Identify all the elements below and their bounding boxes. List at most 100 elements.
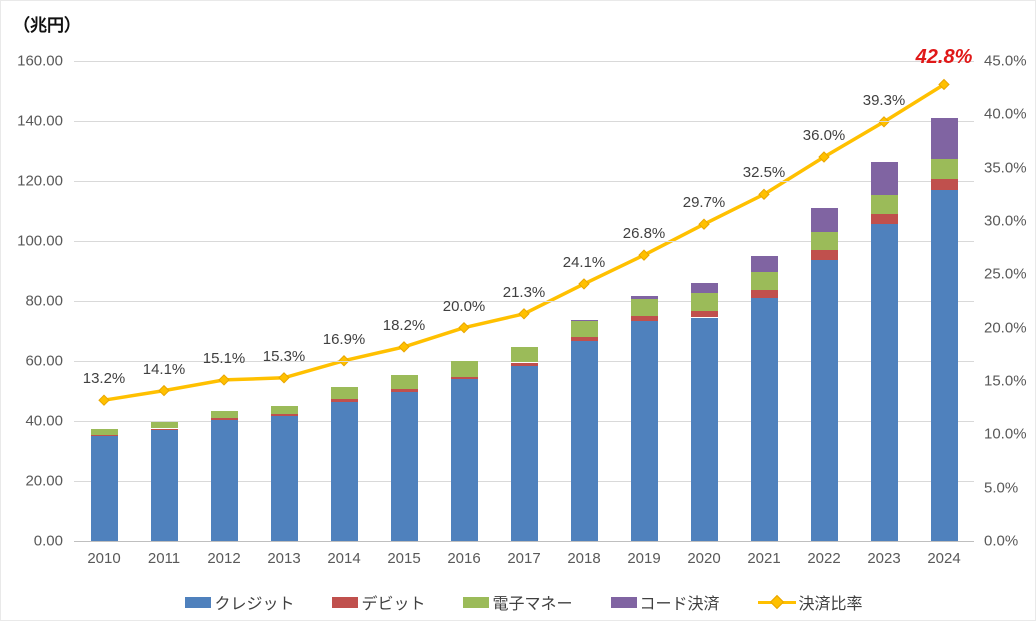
bar-segment-電子マネー — [150, 421, 178, 429]
bar-segment-電子マネー — [570, 320, 598, 337]
legend-label: デビット — [361, 596, 426, 613]
bar-segment-電子マネー — [630, 298, 658, 316]
x-axis-year-label: 2016 — [447, 550, 481, 567]
ratio-line-marker — [158, 384, 170, 397]
ratio-line-marker — [938, 78, 950, 91]
bar-segment-デビット — [570, 336, 598, 341]
ratio-line-marker — [578, 278, 590, 290]
bar-segment-デビット — [390, 389, 418, 392]
grid-line — [74, 181, 974, 182]
bar-segment-コード決済 — [750, 255, 778, 272]
left-axis-unit-title: （兆円） — [13, 16, 81, 35]
legend-swatch-icon — [610, 596, 637, 608]
bar-segment-電子マネー — [690, 292, 718, 311]
left-axis-tick-label: 60.00 — [25, 352, 63, 370]
ratio-line-marker — [638, 249, 650, 261]
bar-segment-デビット — [870, 214, 898, 224]
ratio-data-label: 42.8% — [915, 46, 973, 69]
bar-segment-クレジット — [150, 430, 178, 541]
ratio-line-marker — [758, 188, 770, 201]
legend-item-デビット: デビット — [332, 590, 425, 614]
bar-segment-デビット — [330, 399, 358, 403]
bar-segment-クレジット — [750, 298, 778, 541]
legend-line-marker-icon — [757, 594, 796, 610]
legend-swatch-icon — [463, 596, 490, 608]
left-axis-tick-label: 40.00 — [25, 412, 63, 430]
left-axis-tick-label: 140.00 — [17, 112, 63, 130]
legend-label: クレジット — [214, 596, 295, 613]
bar-segment-電子マネー — [930, 159, 958, 179]
x-axis-year-label: 2013 — [267, 550, 301, 567]
bar-segment-デビット — [150, 428, 178, 430]
ratio-data-label: 15.3% — [262, 347, 306, 365]
ratio-data-label: 15.1% — [202, 349, 246, 367]
legend-item-電子マネー: 電子マネー — [463, 590, 573, 614]
bar-segment-コード決済 — [930, 117, 958, 160]
legend-item-クレジット: クレジット — [185, 590, 294, 614]
bar-segment-クレジット — [450, 379, 478, 541]
bar-segment-電子マネー — [210, 411, 238, 418]
bar-segment-コード決済 — [870, 162, 898, 195]
x-axis-year-label: 2014 — [327, 550, 361, 567]
x-axis-year-label: 2022 — [807, 550, 841, 567]
right-axis-tick-label: 40.0% — [984, 105, 1027, 123]
bar-segment-電子マネー — [330, 387, 358, 400]
grid-line — [74, 121, 974, 122]
legend-item-決済比率: 決済比率 — [757, 590, 863, 614]
bar-segment-電子マネー — [270, 406, 298, 415]
bar-segment-デビット — [90, 434, 118, 436]
bar-segment-クレジット — [390, 391, 418, 541]
bar-segment-クレジット — [630, 320, 658, 541]
ratio-line-marker — [398, 341, 410, 353]
legend: クレジット デビット 電子マネー コード決済 決済比率 — [74, 590, 974, 614]
ratio-data-label: 21.3% — [502, 283, 546, 301]
legend-line-diamond — [769, 594, 784, 610]
bar-segment-クレジット — [930, 190, 958, 541]
bar-segment-クレジット — [330, 402, 358, 541]
bar-segment-デビット — [930, 178, 958, 190]
ratio-data-label: 32.5% — [742, 164, 786, 182]
bar-segment-デビット — [750, 289, 778, 298]
bar-segment-クレジット — [90, 436, 118, 541]
ratio-data-label: 24.1% — [562, 253, 606, 271]
legend-swatch-icon — [332, 596, 359, 608]
grid-line — [74, 301, 974, 302]
bar-segment-デビット — [450, 376, 478, 380]
ratio-data-label: 16.9% — [322, 330, 366, 348]
bar-segment-電子マネー — [90, 428, 118, 435]
ratio-data-label: 39.3% — [862, 91, 906, 109]
bar-segment-デビット — [270, 414, 298, 416]
right-axis-tick-label: 15.0% — [984, 372, 1027, 390]
ratio-data-label: 13.2% — [82, 370, 126, 388]
bar-segment-電子マネー — [750, 271, 778, 290]
x-axis-year-label: 2024 — [927, 550, 961, 567]
ratio-line-marker — [698, 218, 710, 230]
right-axis-tick-label: 45.0% — [984, 52, 1027, 70]
x-axis-year-label: 2019 — [627, 550, 661, 567]
bar-segment-クレジット — [510, 365, 538, 541]
bar-segment-コード決済 — [810, 208, 838, 232]
grid-line — [74, 241, 974, 242]
ratio-line-marker — [218, 374, 230, 386]
bar-segment-デビット — [810, 250, 838, 260]
bar-segment-コード決済 — [570, 319, 598, 321]
legend-label: 決済比率 — [798, 596, 863, 613]
bar-segment-クレジット — [810, 259, 838, 541]
bar-segment-デビット — [690, 310, 718, 318]
x-axis-year-label: 2018 — [567, 550, 601, 567]
x-axis-year-label: 2011 — [147, 550, 181, 567]
left-axis-tick-label: 20.00 — [25, 472, 63, 490]
ratio-line-marker — [98, 394, 110, 406]
bar-segment-電子マネー — [810, 231, 838, 250]
bar-segment-電子マネー — [870, 194, 898, 214]
right-axis-tick-label: 30.0% — [984, 212, 1027, 230]
x-axis-line — [74, 541, 974, 542]
x-axis-year-label: 2020 — [687, 550, 721, 567]
grid-line — [74, 61, 974, 62]
ratio-data-label: 26.8% — [622, 225, 666, 243]
bar-segment-電子マネー — [450, 361, 478, 377]
right-axis-tick-label: 10.0% — [984, 425, 1027, 443]
right-axis-tick-label: 5.0% — [984, 479, 1019, 497]
ratio-line-marker — [458, 321, 470, 334]
